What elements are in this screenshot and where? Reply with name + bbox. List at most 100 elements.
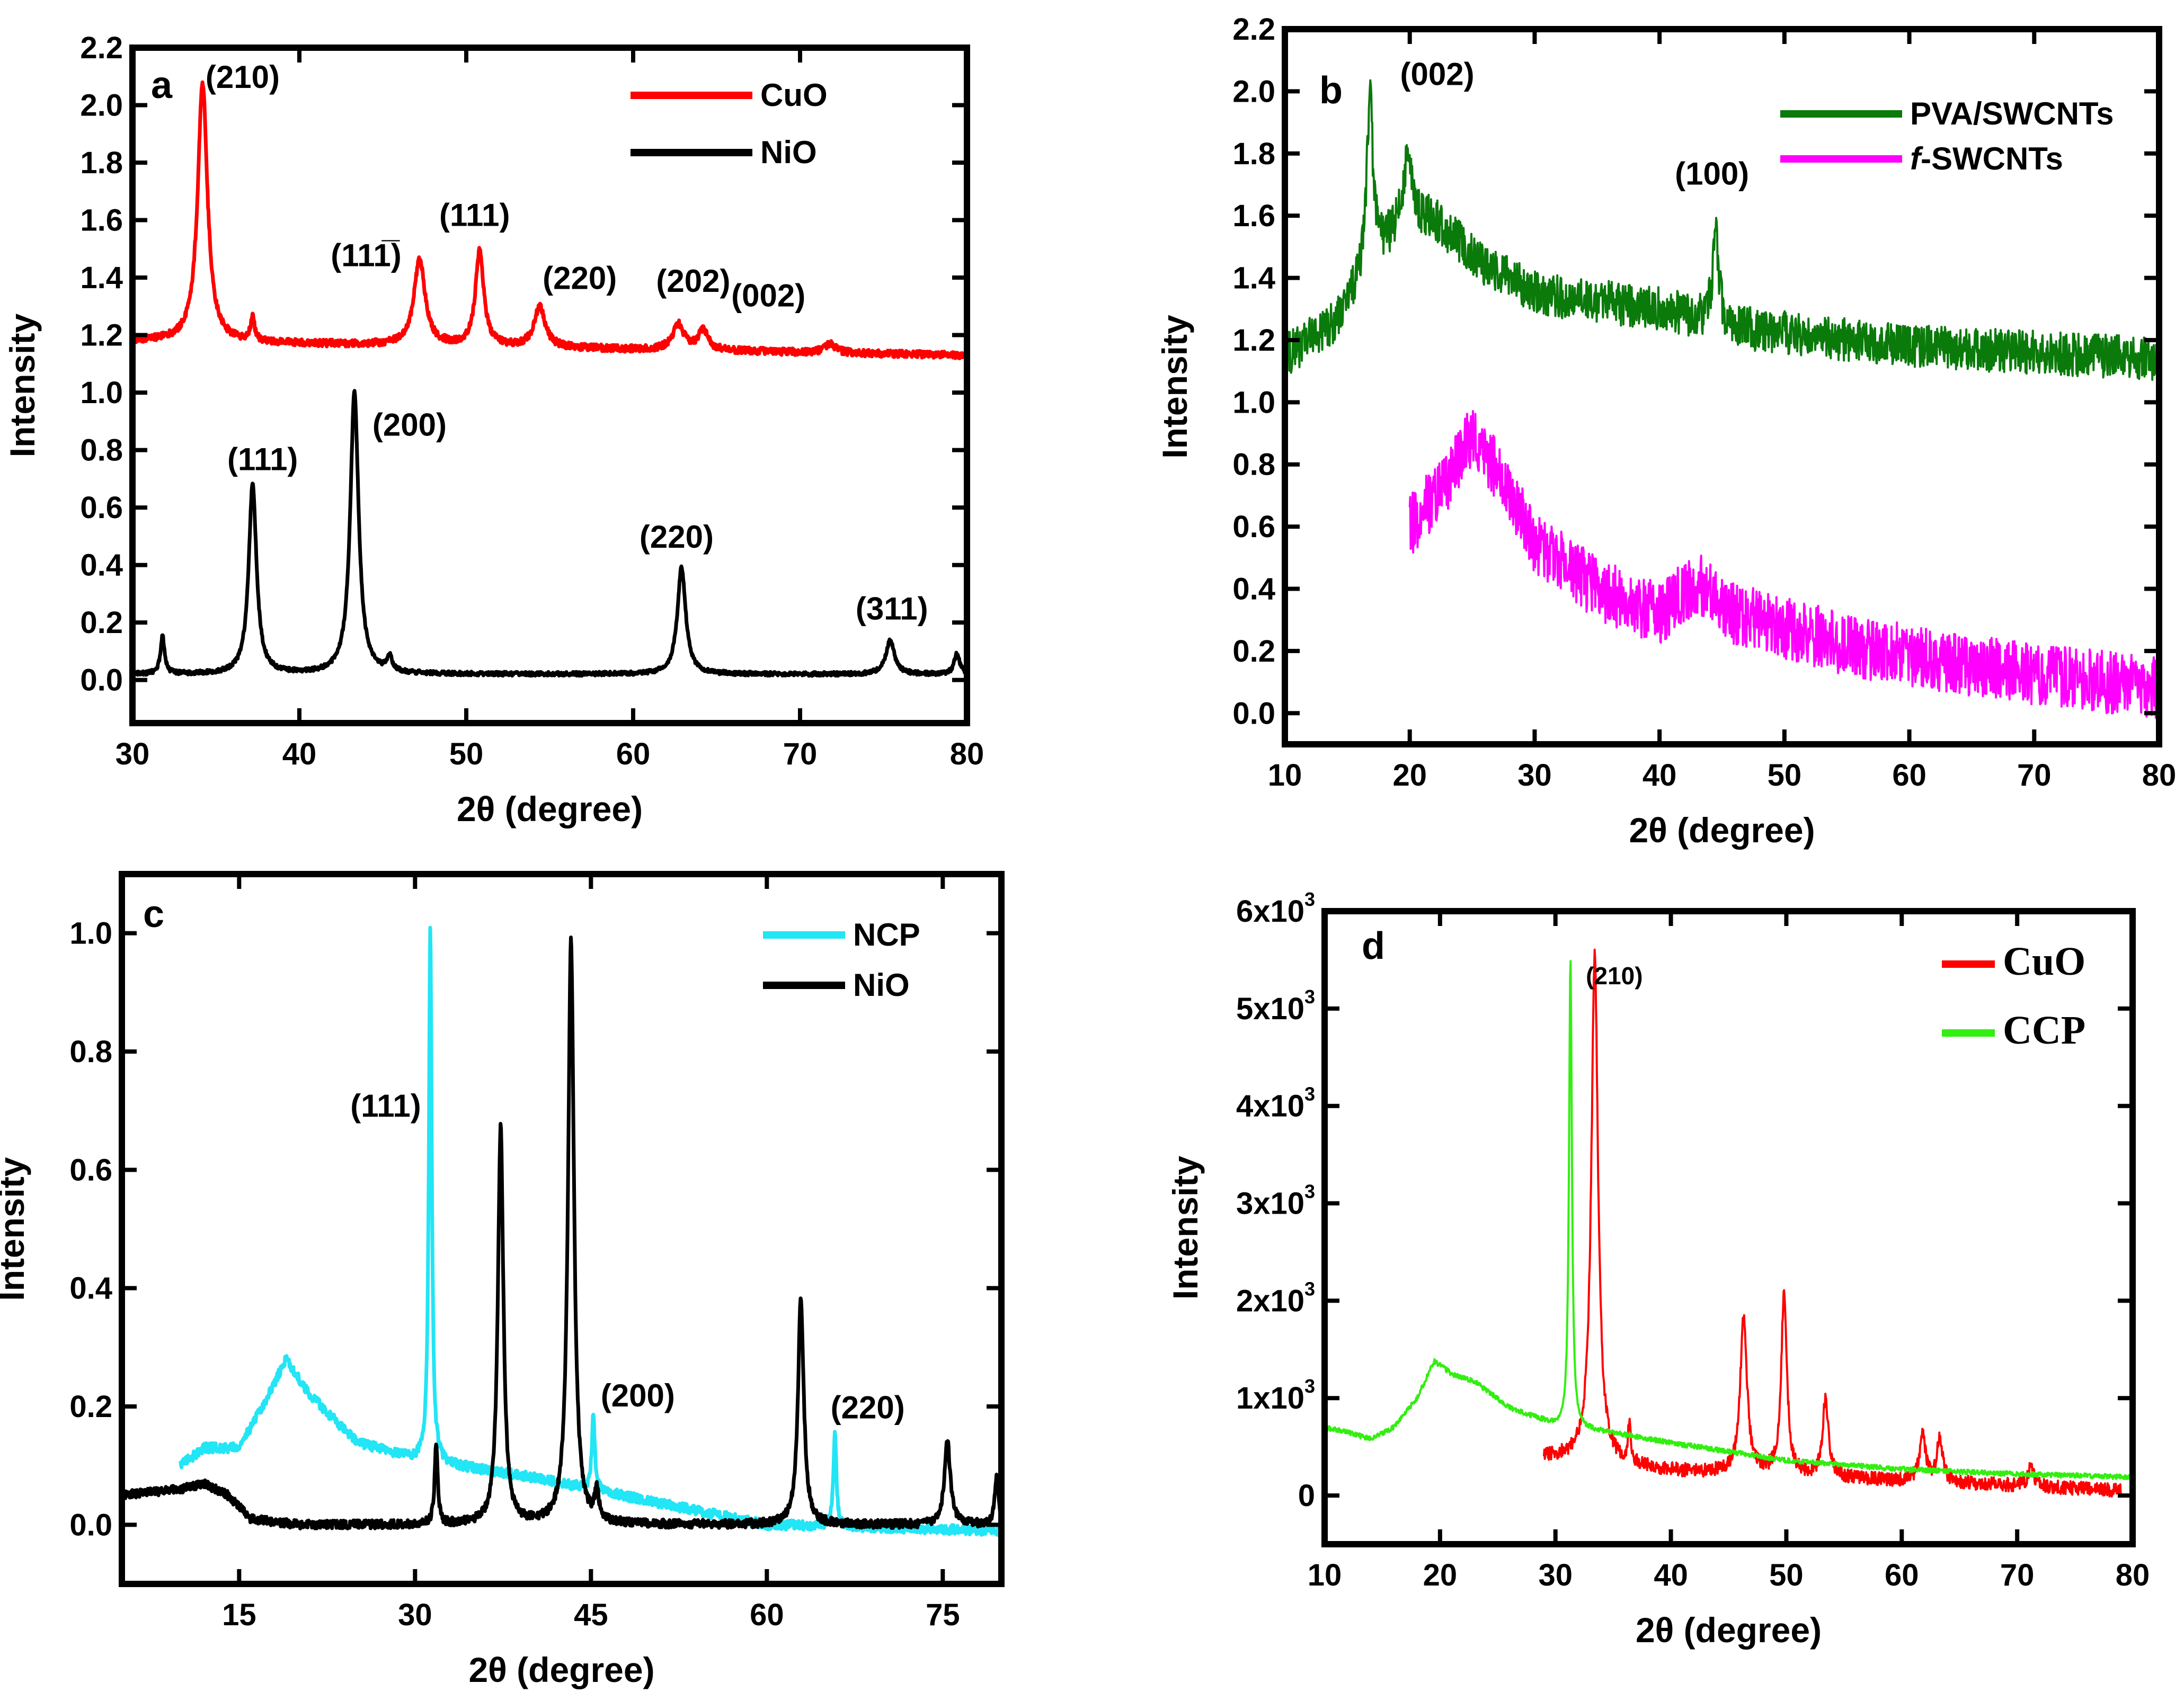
x-tick-label: 15 [222, 1598, 256, 1632]
y-tick-label: 2.0 [1232, 74, 1275, 109]
peak-label: (002) [731, 278, 805, 313]
y-tick-label: 2.2 [80, 31, 123, 65]
y-axis-title: Intensity [1166, 1156, 1205, 1300]
y-tick-label: 1.8 [80, 146, 123, 180]
x-axis-title: 2θ (degree) [457, 789, 643, 829]
legend-label: NiO [853, 967, 910, 1003]
y-tick-label: 3x103 [1236, 1181, 1315, 1221]
y-tick-label: 1.6 [80, 203, 123, 238]
x-tick-label: 40 [282, 737, 317, 771]
y-tick-exponent: 3 [1304, 888, 1315, 910]
y-tick-label: 1x103 [1236, 1375, 1315, 1415]
series-line-cuo [132, 80, 967, 361]
legend-label: CCP [2003, 1008, 2085, 1053]
y-tick-exponent: 3 [1304, 1278, 1315, 1299]
y-tick-label: 1.6 [1232, 199, 1275, 233]
plot-frame [119, 871, 1005, 1587]
y-tick-label: 5x103 [1236, 986, 1315, 1026]
y-tick-label: 0.4 [69, 1271, 112, 1306]
y-tick-label: 0.2 [69, 1390, 112, 1424]
peak-label: (111) [439, 197, 510, 233]
y-tick-label: 1.0 [1232, 385, 1275, 420]
peak-label: (111) [350, 1088, 421, 1124]
x-tick-label: 20 [1392, 758, 1427, 792]
y-tick-exponent: 3 [1304, 1375, 1315, 1397]
y-tick-exponent: 3 [1304, 1181, 1315, 1203]
series-line-cuo [1542, 948, 2122, 1498]
panel-letter: c [143, 893, 164, 936]
peak-label: (111̅) [331, 237, 401, 273]
y-tick-label: 2x103 [1236, 1278, 1315, 1318]
peak-label: (210) [1586, 962, 1643, 990]
x-tick-label: 50 [1768, 758, 1802, 792]
panel-b: 10 20 30 40 50 60 70 80 0.0 0.2 0.4 0.6 0.8 1.0 1.2 1.4… [1155, 12, 2176, 850]
y-tick-label: 0.0 [1232, 696, 1275, 731]
y-tick-label: 1.2 [1232, 323, 1275, 358]
x-tick-label: 60 [1885, 1558, 1919, 1592]
y-axis-title: Intensity [0, 1157, 31, 1301]
y-tick-label: 0.8 [1232, 448, 1275, 482]
x-tick-label: 60 [750, 1598, 784, 1632]
panel-letter: a [151, 64, 173, 106]
legend-label: CuO [2003, 939, 2085, 984]
y-tick-label: 0.2 [1232, 634, 1275, 669]
panel-d: 10 20 30 40 50 60 70 80 0 1x103 2x103 3x103 4x103 5x1… [1166, 888, 2150, 1650]
series-line-nio [132, 389, 967, 678]
x-axis-title: 2θ (degree) [1629, 811, 1815, 850]
peak-label: (210) [206, 59, 280, 95]
y-axis-title: Intensity [1155, 315, 1194, 459]
y-tick-label: 1.2 [80, 318, 123, 353]
x-tick-label: 80 [2142, 758, 2177, 792]
peak-label: (220) [640, 519, 714, 555]
y-tick-exponent: 3 [1304, 1083, 1315, 1105]
panel-letter: d [1362, 925, 1385, 967]
peak-label: (220) [543, 261, 617, 296]
y-tick-label: 1.0 [69, 916, 112, 951]
x-tick-label: 70 [783, 737, 818, 771]
x-tick-label: 60 [1892, 758, 1926, 792]
plot-frame [1282, 26, 2162, 747]
series-line-ccp [1325, 960, 2133, 1481]
peak-label: (100) [1675, 156, 1749, 191]
series-line-pva-swcnts [1285, 79, 2159, 381]
x-tick-label: 80 [950, 737, 984, 771]
x-axis-title: 2θ (degree) [1636, 1610, 1822, 1650]
y-tick-label: 2.0 [80, 88, 123, 123]
peak-label: (002) [1400, 57, 1475, 92]
y-tick-label: 2.2 [1232, 12, 1275, 47]
legend-label: NCP [853, 917, 920, 952]
plot-frame [1321, 908, 2136, 1547]
panel-letter: b [1319, 69, 1343, 112]
peak-label: (202) [656, 263, 730, 299]
y-tick-label: 0.0 [80, 663, 123, 698]
y-tick-label: 0.4 [1232, 572, 1275, 607]
y-tick-label: 0.6 [1232, 510, 1275, 544]
series-line-ncp [179, 925, 1001, 1537]
y-axis-title: Intensity [3, 314, 42, 458]
peak-label: (111) [227, 442, 298, 477]
x-tick-label: 40 [1654, 1558, 1688, 1592]
peak-label: (220) [831, 1390, 905, 1425]
legend-label: CuO [760, 77, 828, 113]
peak-label: (200) [601, 1378, 675, 1413]
x-tick-label: 30 [398, 1598, 432, 1632]
y-tick-label: 1.8 [1232, 137, 1275, 171]
peak-label: (200) [372, 407, 447, 442]
x-tick-label: 70 [2017, 758, 2052, 792]
y-tick-label: 0.8 [69, 1035, 112, 1069]
y-tick-label: 0.4 [80, 548, 123, 583]
x-tick-label: 30 [1538, 1558, 1573, 1592]
y-tick-exponent: 3 [1304, 986, 1315, 1008]
x-tick-label: 75 [926, 1598, 960, 1632]
x-axis-title: 2θ (degree) [468, 1650, 654, 1689]
peak-label: (311) [856, 591, 928, 627]
series-group [122, 925, 1001, 1537]
legend-label: f-SWCNTs [1910, 141, 2063, 176]
series-group [1285, 79, 2159, 719]
x-tick-label: 40 [1643, 758, 1677, 792]
series-line-f-swcnts [1408, 410, 2159, 719]
x-tick-label: 20 [1423, 1558, 1458, 1592]
legend-label: PVA/SWCNTs [1910, 96, 2114, 131]
y-tick-label: 1.4 [1232, 261, 1275, 296]
